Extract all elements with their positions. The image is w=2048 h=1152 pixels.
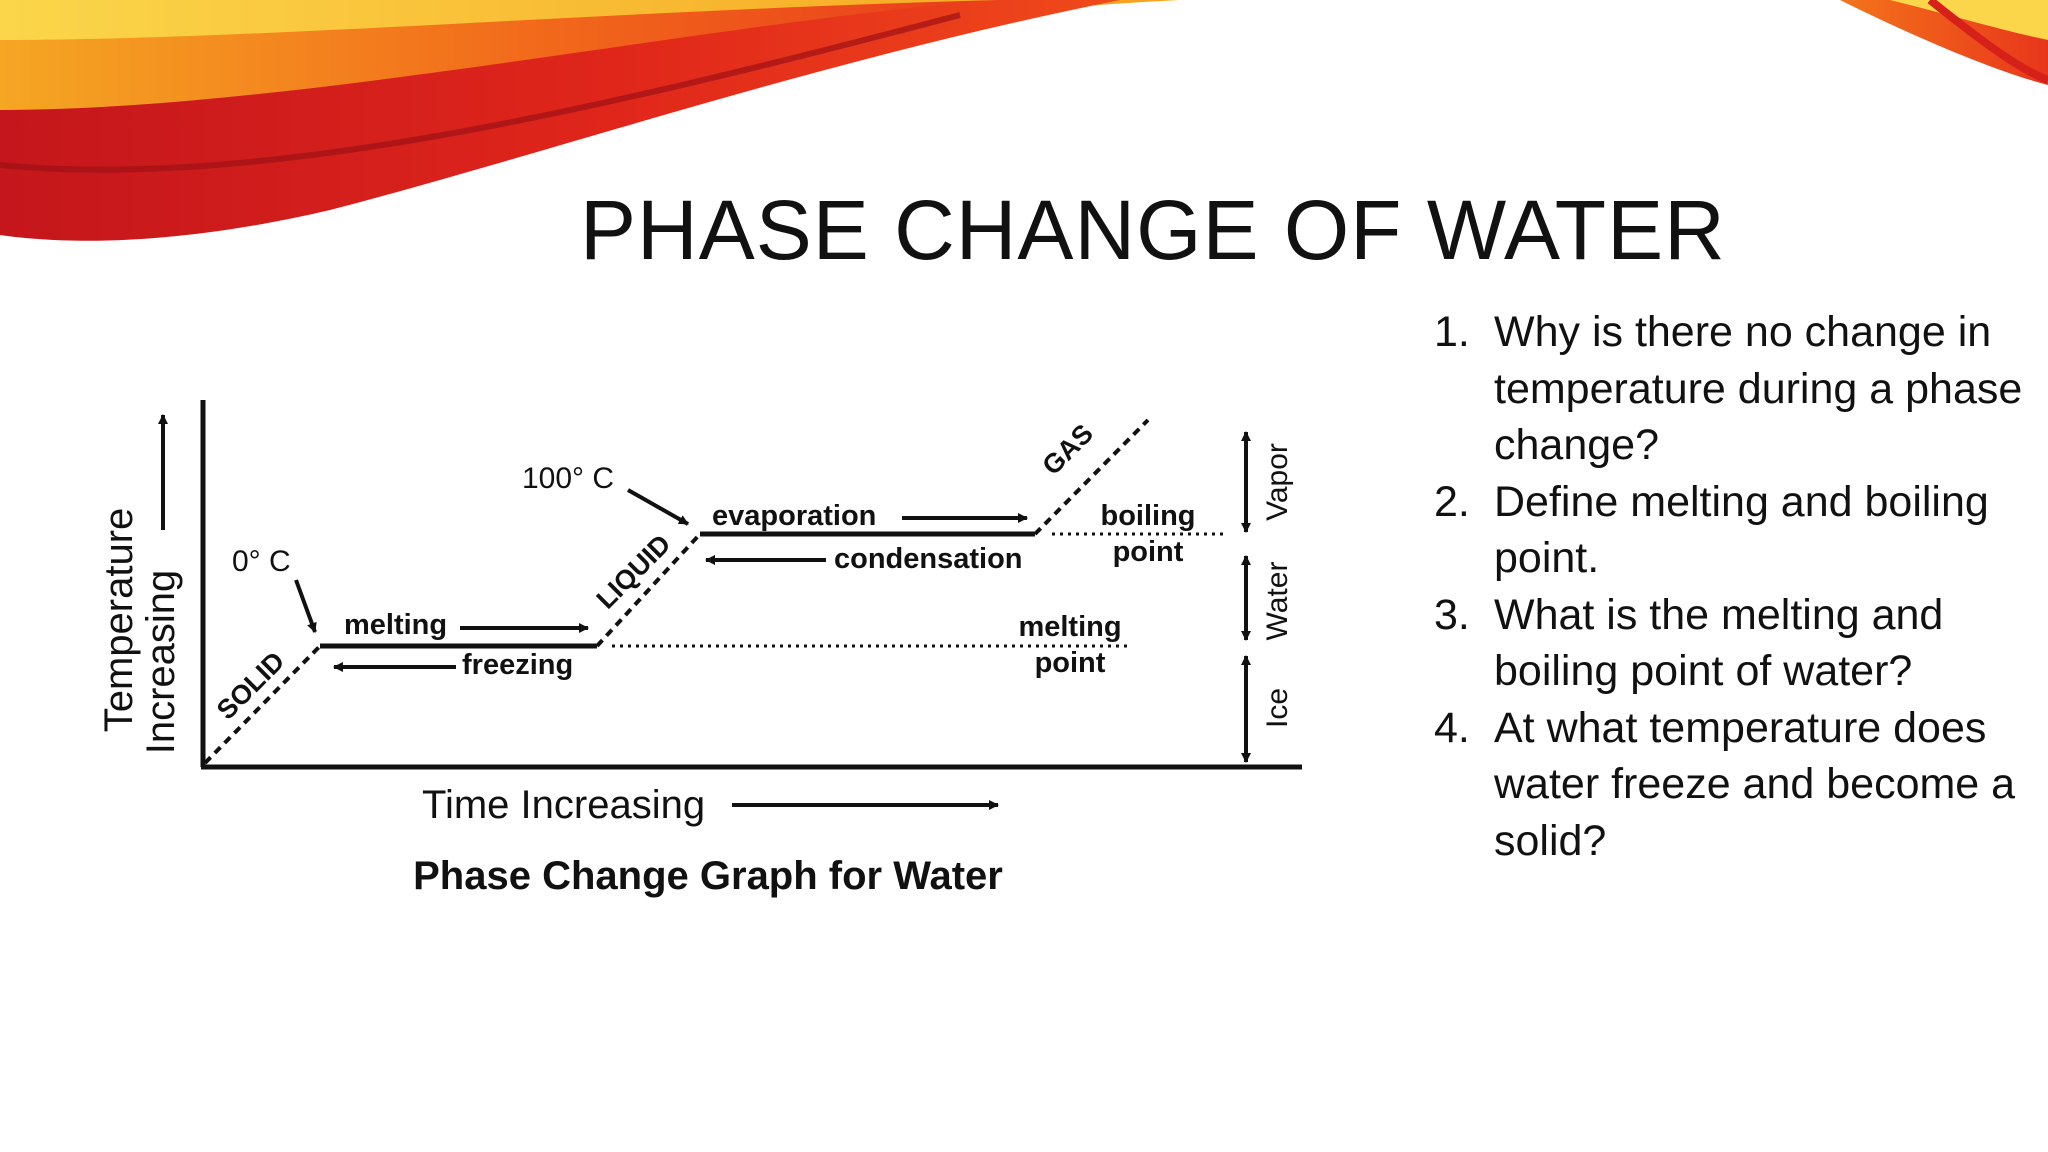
melting-point-label-line2: point xyxy=(1035,647,1106,679)
phase-change-diagram: Temperature Increasing Time Increasing P… xyxy=(97,400,1302,898)
boiling-point-label-line1: boiling xyxy=(1100,500,1195,532)
swoosh-right-yellow xyxy=(1890,0,2048,40)
y-axis-label-line2: Increasing xyxy=(139,570,183,755)
boiling-point-label-line2: point xyxy=(1113,536,1184,568)
swoosh-right-red-stroke xyxy=(1927,0,2048,84)
freezing-process-label: freezing xyxy=(462,649,573,681)
x-axis-label: Time Increasing xyxy=(422,783,705,827)
question-item: 4. At what temperature does water freeze… xyxy=(1428,700,2028,870)
vapor-state-label: Vapor xyxy=(1261,443,1294,521)
question-text: Define melting and boiling point. xyxy=(1494,477,1989,583)
question-item: 2. Define melting and boiling point. xyxy=(1428,474,2028,587)
evaporation-process-label: evaporation xyxy=(712,500,876,532)
decorative-swoosh-banner xyxy=(0,0,2048,241)
gas-phase-label: GAS xyxy=(1036,418,1099,481)
condensation-process-label: condensation xyxy=(834,543,1023,575)
question-text: At what temperature does water freeze an… xyxy=(1494,703,2016,865)
question-item: 3. What is the melting and boiling point… xyxy=(1428,587,2028,700)
swoosh-red-band xyxy=(0,0,1120,241)
water-state-label: Water xyxy=(1261,562,1294,641)
question-list: 1. Why is there no change in temperature… xyxy=(1428,304,2028,869)
question-number: 3. xyxy=(1434,590,1470,639)
question-text: Why is there no change in temperature du… xyxy=(1494,308,2023,469)
question-text: What is the melting and boiling point of… xyxy=(1494,590,1944,696)
boiling-temperature-label: 100° C xyxy=(522,462,614,495)
swoosh-dark-red-stroke xyxy=(0,12,961,173)
slide-title: PHASE CHANGE OF WATER xyxy=(580,183,1726,277)
y-axis-label-line1: Temperature xyxy=(97,508,141,733)
question-number: 4. xyxy=(1434,703,1470,752)
melting-process-label: melting xyxy=(344,609,447,641)
gas-phase-segment xyxy=(1033,418,1150,536)
question-item: 1. Why is there no change in temperature… xyxy=(1428,304,2028,474)
ice-state-label: Ice xyxy=(1261,688,1294,728)
question-number: 1. xyxy=(1434,308,1470,356)
question-number: 2. xyxy=(1434,477,1470,526)
diagram-caption: Phase Change Graph for Water xyxy=(413,854,1003,898)
freezing-temperature-pointer xyxy=(294,579,317,633)
liquid-phase-segment xyxy=(595,532,702,648)
melting-point-label-line1: melting xyxy=(1018,611,1121,643)
boiling-temperature-pointer xyxy=(627,488,689,526)
solid-phase-label: SOLID xyxy=(211,646,291,726)
freezing-temperature-label: 0° C xyxy=(232,545,291,578)
